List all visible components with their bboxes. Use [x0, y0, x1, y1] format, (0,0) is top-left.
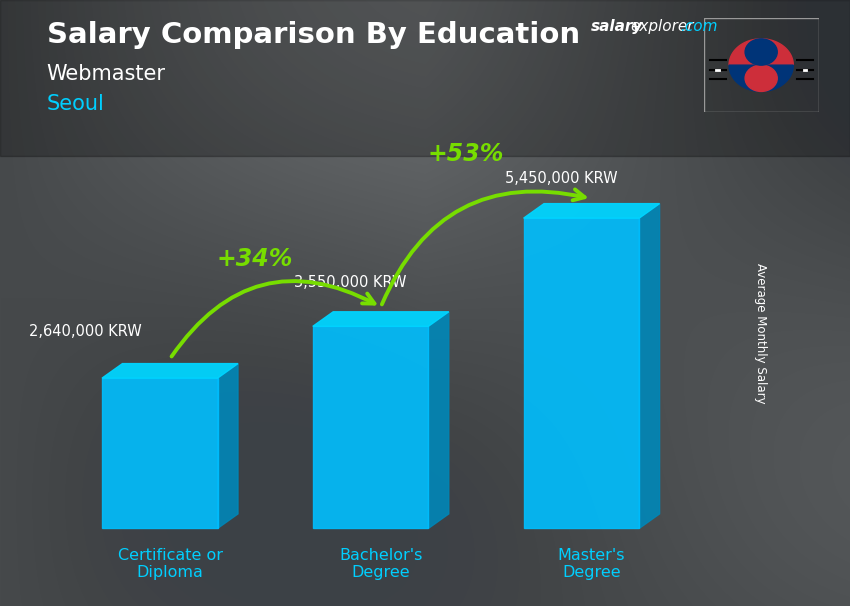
Polygon shape	[729, 39, 793, 65]
Text: Average Monthly Salary: Average Monthly Salary	[754, 263, 768, 404]
Bar	[524, 218, 639, 528]
Text: Bachelor's
Degree: Bachelor's Degree	[339, 548, 422, 580]
Polygon shape	[313, 311, 449, 326]
Text: explorer: explorer	[631, 19, 694, 35]
Text: 3,550,000 KRW: 3,550,000 KRW	[294, 276, 406, 290]
Bar	[313, 326, 428, 528]
Text: 2,640,000 KRW: 2,640,000 KRW	[29, 324, 141, 339]
FancyArrowPatch shape	[172, 281, 375, 356]
Circle shape	[745, 39, 777, 65]
Text: Seoul: Seoul	[47, 94, 105, 114]
Text: Master's
Degree: Master's Degree	[558, 548, 626, 580]
Text: .com: .com	[680, 19, 717, 35]
Text: +34%: +34%	[217, 247, 293, 271]
Polygon shape	[102, 364, 238, 378]
Bar	[0, 0, 850, 156]
Polygon shape	[639, 204, 660, 528]
FancyArrowPatch shape	[382, 190, 585, 304]
Text: Salary Comparison By Education: Salary Comparison By Education	[47, 21, 580, 49]
Polygon shape	[524, 204, 660, 218]
Text: +53%: +53%	[428, 142, 504, 166]
Bar	[102, 378, 218, 528]
Polygon shape	[218, 364, 238, 528]
Polygon shape	[729, 65, 793, 92]
Circle shape	[745, 65, 777, 92]
Text: Webmaster: Webmaster	[47, 64, 166, 84]
Text: 5,450,000 KRW: 5,450,000 KRW	[505, 171, 617, 186]
Polygon shape	[428, 311, 449, 528]
Text: salary: salary	[591, 19, 643, 35]
Text: Certificate or
Diploma: Certificate or Diploma	[117, 548, 223, 580]
